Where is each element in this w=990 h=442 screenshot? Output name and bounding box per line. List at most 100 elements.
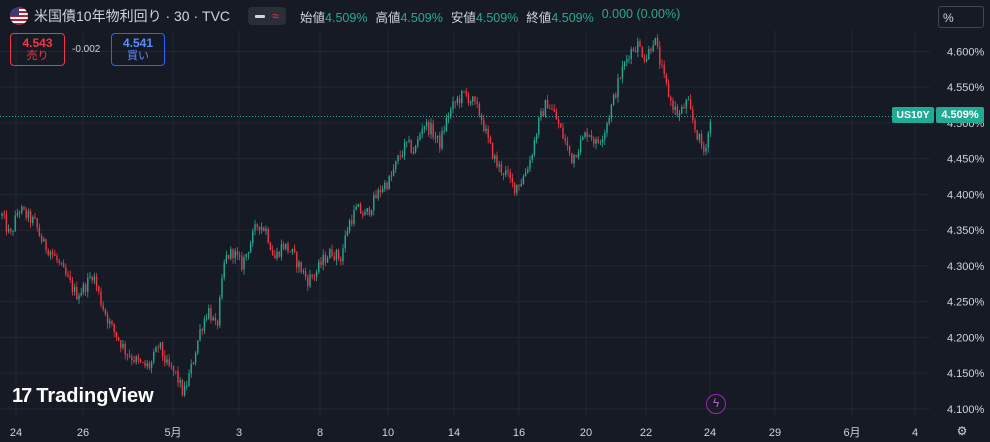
candle-body: [122, 344, 124, 348]
candle-body: [568, 145, 571, 154]
candle-body: [313, 276, 316, 278]
candle-body: [236, 251, 239, 256]
candle-body: [586, 132, 588, 137]
sell-button[interactable]: 4.543 売り: [10, 33, 65, 66]
candle-body: [421, 128, 423, 135]
candle-body: [505, 170, 507, 175]
candle-body: [705, 147, 707, 152]
candle-body: [498, 164, 500, 167]
candle-body: [562, 127, 564, 139]
candle-body: [342, 248, 344, 262]
candle-body: [87, 277, 89, 292]
candle-body: [133, 360, 135, 362]
close-value: 4.509%: [551, 10, 594, 25]
candle-body: [12, 231, 14, 233]
percent-scale-button[interactable]: %: [938, 6, 984, 28]
candle-body: [381, 188, 384, 193]
candle-body: [524, 172, 527, 177]
candle-body: [687, 99, 690, 101]
open-label: 始値: [300, 10, 326, 25]
ohlc-readout: 始値4.509% 高値4.509% 安値4.509% 終値4.509% 0.00…: [300, 7, 680, 26]
change-value: 0.000 (0.00%): [601, 6, 681, 21]
lightning-icon[interactable]: ϟ: [706, 394, 726, 414]
candle-body: [309, 274, 311, 286]
candle-body: [225, 254, 228, 263]
candle-body: [370, 210, 373, 215]
candle-body: [69, 276, 71, 281]
candle-body: [643, 57, 646, 61]
tradingview-logo[interactable]: 17 TradingView: [12, 385, 154, 408]
candle-body: [241, 256, 243, 270]
candle-body: [439, 135, 441, 149]
symbol-title[interactable]: 米国債10年物利回り · 30 · TVC: [34, 8, 231, 24]
candle-body: [36, 218, 38, 228]
candle-body: [461, 91, 463, 104]
candle-body: [685, 99, 687, 109]
candle-body: [181, 379, 184, 396]
candle-body: [252, 230, 254, 244]
candle-body: [606, 123, 608, 133]
candle-body: [201, 329, 203, 331]
candle-body: [223, 262, 225, 278]
candle-body: [518, 184, 520, 187]
candle-body: [95, 276, 98, 287]
chart-header: 米国債10年物利回り · 30 · TVC ≈ 始値4.509% 高値4.509…: [10, 6, 680, 26]
candle-body: [23, 206, 25, 210]
candle-body: [667, 82, 670, 98]
candle-body: [683, 106, 685, 109]
candle-body: [47, 249, 49, 256]
candle-body: [113, 323, 115, 332]
candle-body: [507, 170, 509, 172]
candle-body: [423, 126, 426, 129]
settings-icon[interactable]: ⚙: [956, 424, 968, 438]
candle-body: [593, 138, 595, 144]
candle-body: [5, 215, 8, 232]
candle-body: [639, 41, 641, 47]
candle-body: [634, 50, 637, 53]
candle-series: [1, 34, 712, 397]
candle-body: [298, 261, 300, 268]
candle-body: [267, 228, 269, 243]
candle-body: [615, 94, 617, 98]
candle-body: [34, 216, 36, 219]
candle-body: [265, 228, 267, 232]
chart-type-toggle[interactable]: ≈: [248, 7, 287, 25]
candle-body: [304, 271, 307, 278]
minus-icon: [255, 14, 266, 18]
candle-body: [509, 171, 511, 178]
candle-body: [540, 111, 542, 118]
candle-body: [397, 155, 399, 162]
symbol-price-tag: US10Y: [892, 107, 934, 123]
candle-body: [529, 159, 531, 169]
candle-body: [291, 248, 294, 252]
candle-body: [80, 292, 82, 296]
candle-body: [161, 342, 164, 356]
candle-body: [630, 48, 632, 59]
candle-body: [551, 108, 553, 110]
candle-body: [359, 204, 362, 214]
candle-body: [379, 189, 382, 193]
candle-body: [274, 255, 276, 259]
candle-body: [366, 208, 368, 212]
candle-body: [617, 78, 619, 98]
candle-body: [564, 138, 566, 142]
candle-body: [588, 135, 591, 137]
candle-body: [608, 118, 610, 124]
candle-body: [98, 286, 100, 292]
candle-body: [544, 99, 547, 117]
x-tick-label: 4: [912, 427, 918, 439]
buy-button[interactable]: 4.541 買い: [111, 33, 165, 66]
us-flag-icon: [10, 7, 28, 25]
candle-body: [373, 194, 375, 211]
candle-body: [386, 182, 388, 189]
candle-body: [531, 154, 533, 160]
candle-body: [516, 184, 518, 193]
candle-body: [573, 154, 575, 164]
candle-body: [142, 362, 144, 363]
candle-body: [441, 130, 443, 149]
candle-body: [355, 206, 357, 211]
candle-body: [656, 37, 659, 47]
candle-body: [282, 244, 285, 249]
wave-icon: ≈: [272, 9, 279, 23]
